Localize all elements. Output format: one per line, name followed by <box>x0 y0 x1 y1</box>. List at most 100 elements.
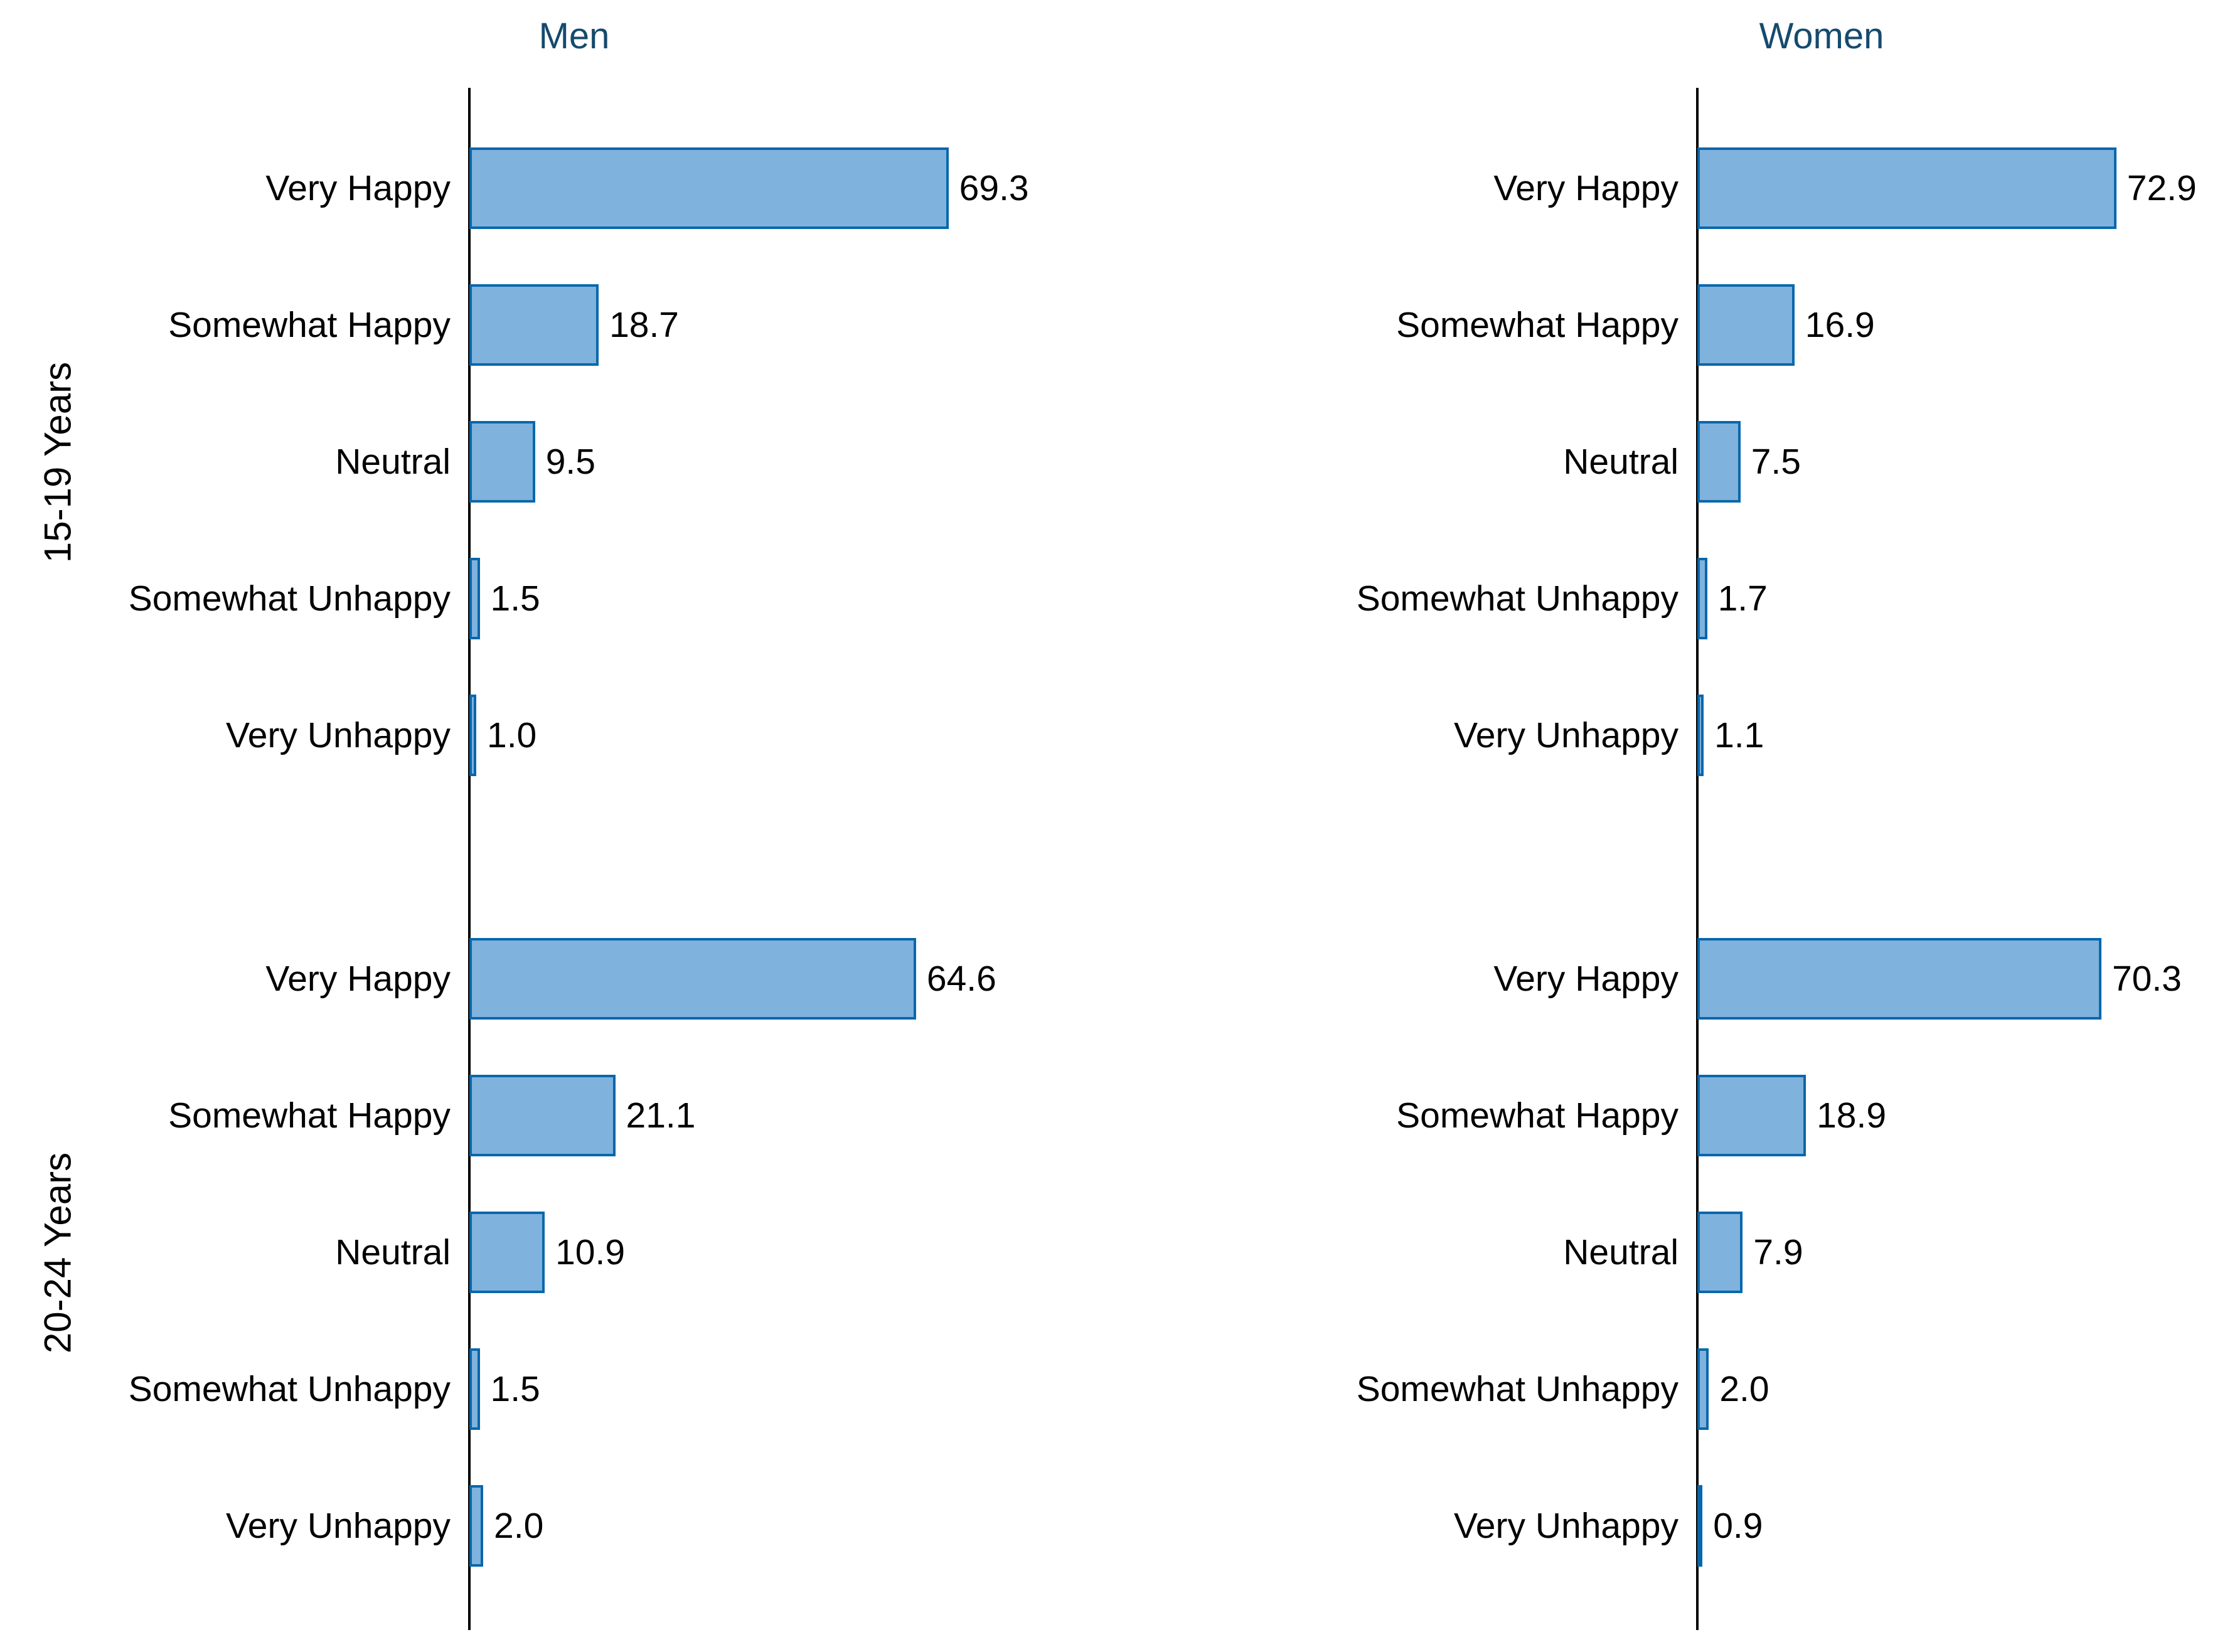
bar <box>469 558 480 639</box>
bar-zone: 1.5 <box>469 530 1192 667</box>
category-label: Very Unhappy <box>1453 715 1679 755</box>
panel-women-1: Very Happy 70.3 Somewhat Happy 18.9 Neutral 7… <box>1208 910 2215 1594</box>
bar-row: Neutral 9.5 <box>113 393 1192 530</box>
bar-row: Somewhat Unhappy 1.5 <box>113 530 1192 667</box>
y-axis-men <box>468 88 471 1630</box>
bar <box>1697 1212 1743 1293</box>
bar-row: Very Happy 69.3 <box>113 120 1192 257</box>
bar <box>469 421 535 503</box>
bar-zone: 1.1 <box>1697 667 2215 804</box>
bar-zone: 18.7 <box>469 257 1192 393</box>
category-label: Very Unhappy <box>1453 1505 1679 1546</box>
column-title-men: Men <box>538 16 610 56</box>
value-label: 0.9 <box>1713 1505 1763 1546</box>
bar <box>469 695 477 776</box>
panel-men-1: Very Happy 64.6 Somewhat Happy 21.1 Neutral 1… <box>113 910 1192 1594</box>
value-label: 2.0 <box>494 1505 544 1546</box>
category-label: Very Unhappy <box>225 715 451 755</box>
bar-zone: 64.6 <box>469 910 1192 1047</box>
value-label: 69.3 <box>959 168 1029 208</box>
value-label: 9.5 <box>545 441 595 482</box>
bar <box>469 1075 616 1156</box>
bar-zone: 7.9 <box>1697 1184 2215 1321</box>
bar-row: Very Unhappy 0.9 <box>1208 1457 2215 1594</box>
value-label: 10.9 <box>555 1232 626 1272</box>
bar-row: Somewhat Unhappy 1.7 <box>1208 530 2215 667</box>
bar-zone: 2.0 <box>469 1457 1192 1594</box>
y-axis-women <box>1696 88 1699 1630</box>
bar-row: Somewhat Happy 18.7 <box>113 257 1192 393</box>
value-label: 1.5 <box>490 1368 540 1409</box>
bar-zone: 16.9 <box>1697 257 2215 393</box>
category-label: Somewhat Happy <box>168 304 451 345</box>
bar-row: Neutral 10.9 <box>113 1184 1192 1321</box>
category-label: Neutral <box>1563 441 1679 482</box>
bar <box>469 1212 545 1293</box>
bar <box>1697 421 1741 503</box>
bar <box>1697 1075 1807 1156</box>
value-label: 18.9 <box>1817 1095 1887 1136</box>
row-label-20-24-years: 20-24 Years <box>36 1152 79 1354</box>
category-label: Somewhat Unhappy <box>1356 578 1679 619</box>
value-label: 1.7 <box>1717 578 1768 619</box>
bar-row: Somewhat Happy 16.9 <box>1208 257 2215 393</box>
category-label: Somewhat Unhappy <box>128 1368 451 1409</box>
category-label: Somewhat Happy <box>1396 1095 1679 1136</box>
bar-row: Very Unhappy 2.0 <box>113 1457 1192 1594</box>
bar <box>1697 695 1704 776</box>
value-label: 18.7 <box>609 304 680 345</box>
bar-row: Somewhat Happy 18.9 <box>1208 1047 2215 1184</box>
bar-zone: 69.3 <box>469 120 1192 257</box>
bar <box>469 938 916 1020</box>
category-label: Somewhat Unhappy <box>128 578 451 619</box>
column-title-women: Women <box>1759 16 1884 56</box>
value-label: 72.9 <box>2127 168 2197 208</box>
category-label: Neutral <box>1563 1232 1679 1272</box>
category-label: Very Happy <box>265 958 451 999</box>
bar-zone: 0.9 <box>1697 1457 2215 1594</box>
bar-zone: 1.0 <box>469 667 1192 804</box>
bar <box>469 1348 480 1430</box>
value-label: 16.9 <box>1805 304 1875 345</box>
bar-row: Somewhat Unhappy 2.0 <box>1208 1321 2215 1457</box>
bar <box>1697 1485 1703 1567</box>
category-label: Very Happy <box>1493 958 1679 999</box>
category-label: Very Unhappy <box>225 1505 451 1546</box>
bar-row: Very Happy 64.6 <box>113 910 1192 1047</box>
value-label: 1.5 <box>490 578 540 619</box>
bar <box>469 147 949 229</box>
bar-zone: 2.0 <box>1697 1321 2215 1457</box>
value-label: 1.1 <box>1714 715 1764 755</box>
value-label: 7.9 <box>1753 1232 1803 1272</box>
value-label: 70.3 <box>2111 958 2182 999</box>
bar-zone: 21.1 <box>469 1047 1192 1184</box>
bar <box>1697 938 2101 1020</box>
value-label: 1.0 <box>487 715 537 755</box>
bar <box>469 1485 484 1567</box>
panel-men-0: Very Happy 69.3 Somewhat Happy 18.7 Neutral 9… <box>113 120 1192 804</box>
category-label: Very Happy <box>1493 168 1679 208</box>
bar-zone: 7.5 <box>1697 393 2215 530</box>
bar-zone: 18.9 <box>1697 1047 2215 1184</box>
category-label: Somewhat Happy <box>1396 304 1679 345</box>
bar-row: Neutral 7.9 <box>1208 1184 2215 1321</box>
row-label-15-19-years: 15-19 Years <box>36 361 79 563</box>
bar-zone: 72.9 <box>1697 120 2215 257</box>
bar-row: Very Unhappy 1.0 <box>113 667 1192 804</box>
bar-row: Very Unhappy 1.1 <box>1208 667 2215 804</box>
bar-row: Somewhat Unhappy 1.5 <box>113 1321 1192 1457</box>
value-label: 64.6 <box>926 958 996 999</box>
bar-row: Neutral 7.5 <box>1208 393 2215 530</box>
bar-row: Very Happy 70.3 <box>1208 910 2215 1047</box>
bar-zone: 9.5 <box>469 393 1192 530</box>
bar-zone: 1.5 <box>469 1321 1192 1457</box>
bar-zone: 1.7 <box>1697 530 2215 667</box>
bar-zone: 70.3 <box>1697 910 2215 1047</box>
bar <box>469 284 599 366</box>
category-label: Neutral <box>335 441 451 482</box>
bar <box>1697 284 1795 366</box>
bar-row: Somewhat Happy 21.1 <box>113 1047 1192 1184</box>
category-label: Somewhat Happy <box>168 1095 451 1136</box>
bar-zone: 10.9 <box>469 1184 1192 1321</box>
